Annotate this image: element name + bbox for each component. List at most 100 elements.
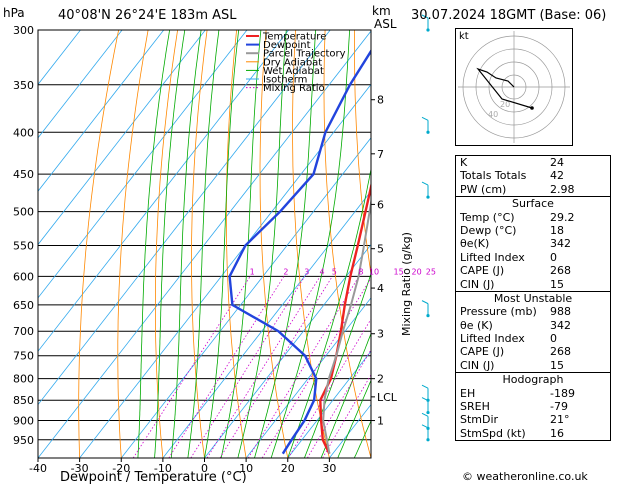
legend-label: Dewpoint — [263, 40, 311, 51]
hodo-key: StmSpd (kt) — [460, 426, 526, 440]
mixing-ratio-axis-title: Mixing Ratio (g/kg) — [400, 232, 413, 336]
x-tick-label: -10 — [154, 462, 172, 475]
pressure-tick-label: 700 — [13, 325, 34, 338]
legend-label: Parcel Trajectory — [263, 49, 346, 60]
isotherm-line — [38, 30, 123, 139]
mixing-ratio-label: 3 — [304, 267, 309, 276]
most-unstable-title: Most Unstable — [456, 292, 610, 305]
isotherm-line — [38, 30, 331, 406]
mixing-ratio-label: 1 — [250, 267, 255, 276]
pressure-tick-label: 800 — [13, 373, 34, 386]
mu-value: 0 — [550, 332, 557, 346]
surface-row: CIN (J) 15 — [456, 278, 610, 291]
mixing-ratio-label: 20 — [411, 267, 421, 276]
surface-title: Surface — [456, 197, 610, 210]
wet-adiabat-line — [337, 379, 371, 458]
mixing-ratio-label: 25 — [426, 267, 436, 276]
height-km-label: 7 — [377, 148, 384, 161]
surface-row: Lifted Index 0 — [456, 251, 610, 264]
index-value: 24 — [550, 156, 564, 169]
surface-row: Dewp (°C) 18 — [456, 224, 610, 237]
x-tick-label: -30 — [71, 462, 89, 475]
hodo-value: -79 — [550, 400, 568, 414]
dewpoint-trace — [228, 48, 371, 455]
isotherm-line — [245, 297, 371, 458]
wind-barb-flag — [421, 412, 429, 417]
mixing-ratio-line — [322, 374, 371, 458]
mixing-ratio-line — [132, 276, 251, 458]
pressure-tick-label: 500 — [13, 206, 34, 219]
mu-key: CAPE (J) — [460, 345, 505, 359]
wet-adiabat-line — [237, 30, 287, 458]
surface-row: Temp (°C) 29.2 — [456, 211, 610, 224]
hodo-row: SREH -79 — [456, 400, 610, 413]
x-tick-label: -40 — [29, 462, 47, 475]
x-tick-label: 10 — [239, 462, 253, 475]
wind-barb-dot — [426, 195, 430, 199]
surface-row: θe(K) 342 — [456, 237, 610, 250]
hodo-key: EH — [460, 386, 476, 400]
wind-barbs — [421, 14, 430, 442]
pressure-tick-label: 650 — [13, 299, 34, 312]
hodo-row: StmDir 21° — [456, 413, 610, 426]
km-unit-label: km — [372, 4, 391, 18]
mixing-ratio-label: 15 — [394, 267, 404, 276]
mixing-ratio-label: 8 — [358, 267, 363, 276]
pressure-tick-label: 350 — [13, 79, 34, 92]
wind-barb-flag — [421, 424, 429, 429]
mu-row: Pressure (mb) 988 — [456, 305, 610, 318]
location-label: 40°08'N 26°24'E 183m ASL — [58, 8, 237, 23]
height-km-label: 3 — [377, 328, 384, 341]
wind-barb-flag — [421, 300, 429, 305]
surface-value: 268 — [550, 264, 571, 278]
hodograph-trace — [476, 67, 533, 109]
dry-adiabat-line — [154, 30, 178, 458]
hodo-key: StmDir — [460, 413, 499, 427]
x-tick-label: -20 — [112, 462, 130, 475]
mixing-ratio-label: 10 — [369, 267, 379, 276]
legend-label: Isotherm — [263, 75, 307, 86]
wind-barb-dot — [426, 410, 430, 415]
mu-key: CIN (J) — [460, 358, 495, 372]
surface-key: Dewp (°C) — [460, 223, 517, 237]
surface-title-text: Surface — [512, 197, 554, 211]
dry-adiabat-line — [259, 30, 289, 458]
most-unstable-block: Most Unstable Pressure (mb) 988 θe (K) 342… — [455, 290, 611, 374]
wet-adiabat-line — [187, 30, 220, 458]
wind-barb-flag — [421, 384, 429, 389]
mu-row: CIN (J) 15 — [456, 359, 610, 372]
dry-adiabat-line — [620, 30, 629, 458]
mixing-ratio-label: 5 — [332, 267, 337, 276]
hodograph-unit: kt — [459, 31, 469, 42]
isotherm-line — [38, 30, 248, 299]
surface-key: CAPE (J) — [460, 264, 505, 278]
height-km-label: 5 — [377, 243, 384, 256]
legend-label: Dry Adiabat — [263, 57, 322, 68]
axes: 1 2 3 4 5 8 10 15 20 2530035040045050055060065070… — [13, 24, 436, 475]
wet-adiabat-line — [220, 30, 262, 458]
surface-block: Surface Temp (°C) 29.2 Dewp (°C) 18 θe(K) 3… — [455, 196, 611, 292]
wet-adiabat-line — [287, 166, 371, 458]
x-tick-label: 0 — [201, 462, 208, 475]
mixing-ratio-line — [287, 318, 371, 458]
wind-barb-flag — [421, 397, 429, 402]
mu-value: 342 — [550, 318, 571, 332]
legend-label: Mixing Ratio — [263, 83, 325, 94]
mixing-ratio-line — [247, 276, 360, 458]
temperature-trace — [319, 181, 371, 455]
legend-label: Wet Adiabat — [263, 66, 324, 77]
wind-barb-dot — [426, 438, 430, 442]
hodo-value: 16 — [550, 426, 564, 440]
mixing-ratio-line — [206, 276, 321, 458]
mixing-ratio-line — [219, 276, 333, 458]
dry-adiabat-line — [78, 30, 119, 458]
surface-row: CAPE (J) 268 — [456, 264, 610, 277]
wind-barb-flag — [421, 116, 429, 121]
isotherm-line — [162, 190, 371, 458]
wet-adiabat-line — [270, 30, 350, 458]
mixing-ratio-label: 2 — [283, 267, 288, 276]
wet-adiabat-line — [154, 30, 186, 458]
index-value: 42 — [550, 169, 564, 183]
mu-key: θe (K) — [460, 318, 493, 332]
